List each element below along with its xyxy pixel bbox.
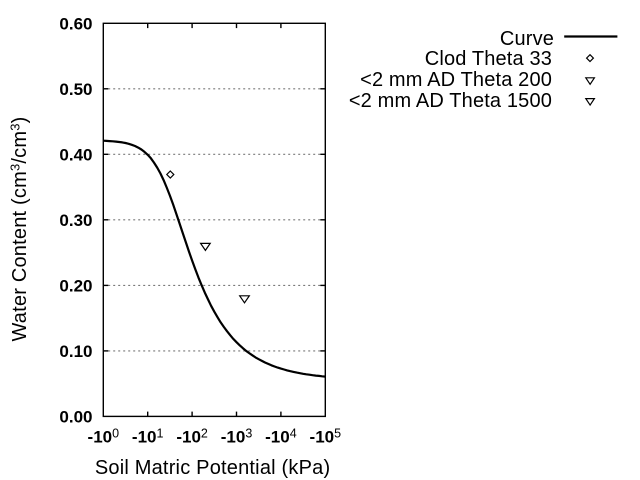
svg-text:-100: -100 (88, 426, 120, 446)
svg-text:-101: -101 (132, 426, 164, 446)
svg-text:0.60: 0.60 (59, 15, 92, 34)
svg-text:-103: -103 (221, 426, 253, 446)
svg-text:<2 mm AD Theta 1500: <2 mm AD Theta 1500 (349, 90, 552, 112)
svg-text:<2 mm AD Theta 200: <2 mm AD Theta 200 (360, 69, 552, 91)
svg-text:Clod Theta 33: Clod Theta 33 (425, 48, 552, 70)
svg-text:-105: -105 (310, 426, 342, 446)
svg-text:0.10: 0.10 (59, 342, 92, 361)
svg-text:Soil Matric Potential (kPa): Soil Matric Potential (kPa) (95, 457, 330, 479)
svg-text:0.30: 0.30 (59, 211, 92, 230)
svg-text:Water Content (cm3/cm3): Water Content (cm3/cm3) (8, 116, 32, 341)
svg-text:0.00: 0.00 (59, 408, 92, 427)
svg-text:0.20: 0.20 (59, 277, 92, 296)
svg-text:-104: -104 (265, 426, 297, 446)
svg-text:0.40: 0.40 (59, 146, 92, 165)
svg-text:-102: -102 (176, 426, 208, 446)
svg-text:Curve: Curve (500, 28, 554, 50)
svg-text:0.50: 0.50 (59, 80, 92, 99)
